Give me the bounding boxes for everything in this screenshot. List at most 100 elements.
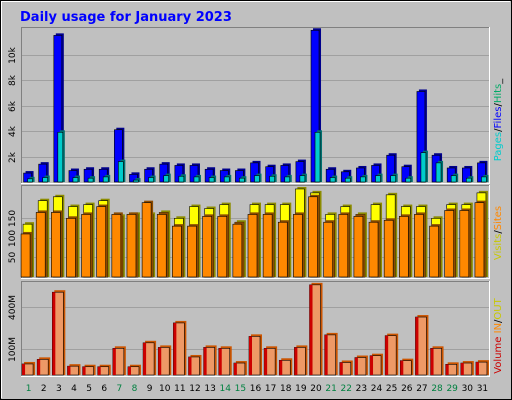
bar-volume bbox=[36, 357, 51, 376]
legend-in: IN bbox=[493, 323, 504, 333]
bar-volume bbox=[233, 361, 247, 376]
x-tick-label: 14 bbox=[220, 384, 232, 394]
legend-bottom: Volume IN/OUT bbox=[493, 297, 504, 373]
x-tick-label: 9 bbox=[147, 384, 153, 394]
legend-middle: Visits/Sites bbox=[493, 206, 504, 260]
x-tick-label: 12 bbox=[189, 384, 200, 394]
bar-sites bbox=[262, 212, 275, 278]
legend-sep: / bbox=[493, 103, 504, 107]
x-tick-label: 17 bbox=[265, 384, 276, 394]
bar-volume bbox=[430, 346, 444, 376]
bar-volume bbox=[354, 355, 368, 376]
x-tick-label: 25 bbox=[386, 384, 397, 394]
bar-sites bbox=[66, 216, 78, 278]
bar-sites bbox=[96, 204, 108, 278]
bar-volume bbox=[460, 361, 474, 376]
y-tick-label: 150 bbox=[8, 210, 18, 227]
y-tick-label: 6k bbox=[8, 100, 18, 112]
legend-volume: Volume bbox=[493, 337, 504, 374]
bar-sites bbox=[474, 200, 486, 278]
bar-volume bbox=[52, 290, 66, 376]
bar-sites bbox=[81, 212, 93, 278]
x-tick-label: 1 bbox=[26, 384, 32, 394]
bar-volume bbox=[67, 364, 81, 376]
legend-out: OUT bbox=[493, 297, 504, 319]
x-tick-label: 26 bbox=[401, 384, 413, 394]
bar-volume bbox=[21, 361, 36, 376]
y-tick-label: 400M bbox=[8, 295, 18, 320]
bar-sites bbox=[353, 214, 365, 278]
bar-sites bbox=[398, 214, 411, 278]
bar-pages bbox=[405, 176, 413, 183]
bar-pages bbox=[163, 173, 171, 183]
bar-volume bbox=[384, 333, 399, 376]
bar-sites bbox=[247, 212, 259, 278]
panel-bottom: 100M 400M bbox=[8, 281, 490, 377]
bar-volume bbox=[142, 340, 157, 376]
bar-sites bbox=[323, 220, 335, 278]
x-tick-label: 21 bbox=[325, 384, 336, 394]
bar-pages bbox=[344, 176, 353, 183]
bar-volume bbox=[475, 360, 489, 376]
x-tick-label: 3 bbox=[56, 384, 62, 394]
bar-pages bbox=[239, 176, 247, 183]
x-tick-label: 5 bbox=[86, 384, 92, 394]
bar-pages bbox=[133, 178, 141, 183]
bar-pages bbox=[27, 176, 35, 183]
y-tick-label: 100M bbox=[8, 337, 18, 362]
bar-pages bbox=[208, 175, 217, 183]
chart-title: Daily usage for January 2023 bbox=[20, 10, 232, 25]
bar-sites bbox=[141, 200, 154, 278]
bar-volume bbox=[278, 358, 293, 376]
x-tick-label: 4 bbox=[71, 384, 77, 394]
x-tick-label: 6 bbox=[101, 384, 107, 394]
x-tick-label: 2 bbox=[41, 384, 47, 394]
bar-pages bbox=[360, 174, 368, 183]
bar-volume bbox=[127, 364, 141, 376]
bar-volume bbox=[203, 345, 217, 376]
bar-sites bbox=[111, 212, 123, 278]
x-tick-label: 18 bbox=[280, 384, 292, 394]
x-tick-label: 7 bbox=[116, 384, 122, 394]
bar-pages bbox=[254, 173, 262, 183]
bar-pages bbox=[284, 174, 292, 183]
bar-volume bbox=[248, 334, 262, 376]
bar-sites bbox=[156, 212, 169, 278]
legend-sep: / bbox=[493, 319, 504, 323]
y-tick-label: 100 bbox=[8, 230, 18, 247]
bar-pages bbox=[299, 173, 307, 183]
legend-top: Pages/Files/Hits_ bbox=[493, 78, 504, 162]
bar-sites bbox=[51, 210, 63, 278]
bar-pages bbox=[466, 176, 474, 183]
legend-hits: Hits bbox=[493, 84, 504, 103]
legend-files: Files bbox=[493, 107, 504, 129]
bar-sites bbox=[232, 222, 244, 278]
x-tick-label: 13 bbox=[204, 384, 215, 394]
bar-sites bbox=[35, 210, 48, 278]
x-tick-label: 28 bbox=[431, 384, 443, 394]
bar-volume bbox=[173, 320, 187, 376]
y-tick-label: 50 bbox=[8, 252, 18, 264]
bar-volume bbox=[309, 282, 323, 376]
bar-pages bbox=[193, 174, 201, 183]
y-tick-label: 4k bbox=[8, 125, 18, 137]
bar-volume bbox=[263, 346, 278, 376]
bar-volume bbox=[445, 362, 459, 376]
x-tick-label: 23 bbox=[356, 384, 367, 394]
bar-sites bbox=[429, 224, 441, 278]
bar-volume bbox=[339, 360, 353, 376]
legend-sites: Sites bbox=[493, 206, 504, 230]
bar-volume bbox=[112, 346, 126, 376]
bar-sites bbox=[126, 212, 138, 278]
bar-volume bbox=[157, 345, 172, 376]
bar-pages bbox=[72, 175, 80, 183]
bar-volume bbox=[294, 345, 308, 376]
x-tick-label: 11 bbox=[174, 384, 185, 394]
x-tick-label: 24 bbox=[371, 384, 383, 394]
bar-volume bbox=[369, 353, 384, 376]
bar-volume bbox=[324, 332, 338, 376]
bar-sites bbox=[217, 214, 229, 278]
bar-pages bbox=[390, 173, 398, 183]
legend-tail: _ bbox=[493, 78, 504, 85]
bar-pages bbox=[375, 173, 383, 183]
